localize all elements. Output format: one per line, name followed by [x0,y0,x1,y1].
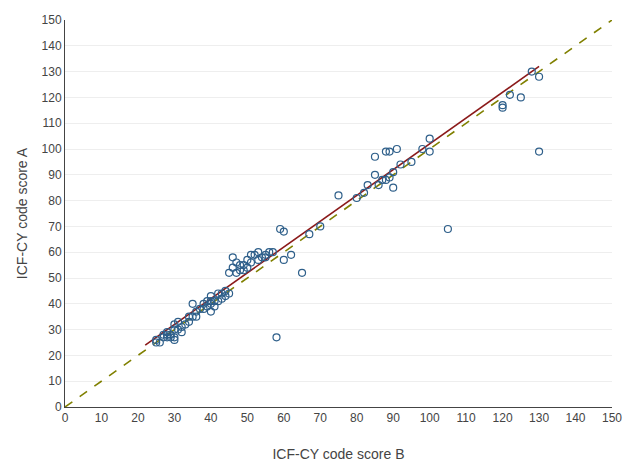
svg-text:50: 50 [48,271,62,285]
svg-text:30: 30 [48,323,62,337]
svg-text:10: 10 [95,411,109,425]
svg-text:110: 110 [42,116,61,130]
svg-text:60: 60 [277,411,291,425]
svg-text:50: 50 [241,411,255,425]
svg-text:90: 90 [48,168,62,182]
svg-text:70: 70 [314,411,328,425]
svg-text:90: 90 [387,411,401,425]
svg-text:130: 130 [42,65,62,79]
svg-text:20: 20 [48,349,62,363]
svg-text:60: 60 [48,245,62,259]
svg-text:140: 140 [42,39,62,53]
svg-text:40: 40 [48,297,62,311]
svg-text:130: 130 [529,411,549,425]
svg-text:120: 120 [493,411,513,425]
svg-text:150: 150 [602,411,622,425]
svg-text:80: 80 [48,194,62,208]
svg-text:0: 0 [55,400,62,414]
svg-text:0: 0 [62,411,69,425]
svg-text:100: 100 [420,411,440,425]
svg-text:40: 40 [204,411,218,425]
svg-text:120: 120 [42,91,62,105]
svg-text:10: 10 [48,374,62,388]
svg-text:100: 100 [42,142,62,156]
svg-text:110: 110 [457,411,476,425]
svg-text:ICF-CY code score B: ICF-CY code score B [272,446,404,462]
svg-text:80: 80 [350,411,364,425]
svg-text:20: 20 [131,411,145,425]
svg-text:ICF-CY code score A: ICF-CY code score A [14,147,30,279]
svg-text:30: 30 [168,411,182,425]
svg-text:70: 70 [48,220,62,234]
svg-text:150: 150 [42,13,62,27]
svg-text:140: 140 [566,411,586,425]
